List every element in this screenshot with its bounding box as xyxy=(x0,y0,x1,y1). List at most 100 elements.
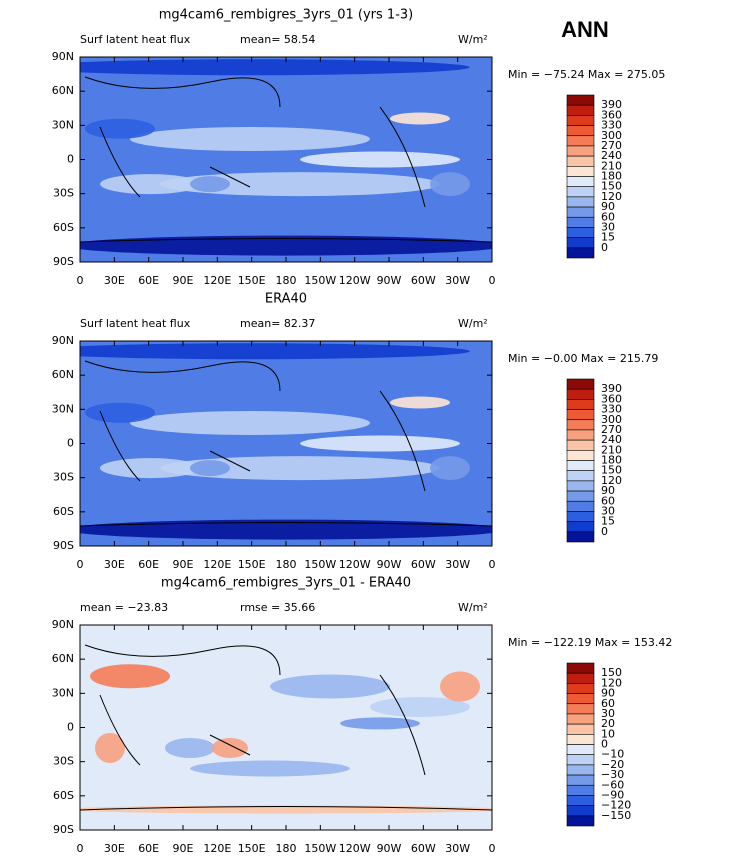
colorbar-label: 15 xyxy=(601,515,615,528)
colorbar-label: 30 xyxy=(601,220,615,233)
colorbar-swatch xyxy=(566,216,595,228)
lat-label: 0 xyxy=(67,437,74,450)
units: W/m² xyxy=(458,601,488,614)
map-region xyxy=(370,697,470,717)
lon-label: 0 xyxy=(489,842,496,855)
map-region xyxy=(90,664,170,689)
colorbar-swatch xyxy=(566,206,595,218)
units: W/m² xyxy=(458,317,488,330)
map-region xyxy=(165,738,215,758)
colorbar-label: 150 xyxy=(601,464,622,477)
lon-label: 120E xyxy=(203,274,231,287)
colorbar-label: 180 xyxy=(601,170,622,183)
map-region xyxy=(190,460,230,477)
colorbar-swatch xyxy=(566,227,595,238)
colorbar-swatch xyxy=(566,784,595,796)
lon-label: 90E xyxy=(173,558,194,571)
colorbar-label: 180 xyxy=(601,454,622,467)
lon-label: 60W xyxy=(411,274,436,287)
lon-label: 150W xyxy=(304,842,336,855)
lat-label: 30S xyxy=(53,755,74,768)
lat-label: 90S xyxy=(53,539,74,552)
colorbar-swatch xyxy=(566,450,595,461)
lon-label: 90W xyxy=(377,842,402,855)
lat-label: 60S xyxy=(53,789,74,802)
colorbar-swatch xyxy=(566,723,595,735)
center-label: rmse = 35.66 xyxy=(240,601,315,614)
colorbar-label: −150 xyxy=(601,809,631,822)
lat-label: 90S xyxy=(53,823,74,836)
colorbar-label: 390 xyxy=(601,98,622,111)
colorbar-label: −60 xyxy=(601,778,624,791)
colorbar-swatch xyxy=(566,734,595,745)
lat-label: 0 xyxy=(67,721,74,734)
colorbar-label: −120 xyxy=(601,799,631,812)
lon-label: 90W xyxy=(377,274,402,287)
panel-title: ERA40 xyxy=(265,292,307,307)
colorbar-swatch xyxy=(566,531,595,543)
lat-label: 90S xyxy=(53,255,74,268)
colorbar-label: 360 xyxy=(601,392,622,405)
colorbar-label: 0 xyxy=(601,241,608,254)
lon-label: 90E xyxy=(173,274,194,287)
lat-label: 60S xyxy=(53,505,74,518)
left-label: Surf latent heat flux xyxy=(80,317,191,330)
min-max: Min = −0.00 Max = 215.79 xyxy=(508,352,658,365)
colorbar-swatch xyxy=(566,511,595,522)
colorbar-label: 15 xyxy=(601,231,615,244)
lon-label: 120E xyxy=(203,558,231,571)
lon-label: 30E xyxy=(104,558,125,571)
lon-label: 180 xyxy=(276,274,297,287)
colorbar-swatch xyxy=(566,764,595,776)
map-region xyxy=(190,760,350,777)
colorbar-label: 0 xyxy=(601,525,608,538)
lon-label: 0 xyxy=(489,274,496,287)
colorbar-swatch xyxy=(566,247,595,259)
colorbar-swatch xyxy=(566,176,595,187)
colorbar-label: 150 xyxy=(601,666,622,679)
colorbar-swatch xyxy=(566,439,595,451)
colorbar-swatch xyxy=(566,399,595,410)
lon-label: 120W xyxy=(339,842,371,855)
lat-label: 60N xyxy=(52,652,74,665)
min-max: Min = −122.19 Max = 153.42 xyxy=(508,636,672,649)
map-region xyxy=(300,151,460,168)
center-label: mean= 82.37 xyxy=(240,317,315,330)
lon-label: 90E xyxy=(173,842,194,855)
map-region xyxy=(300,435,460,452)
colorbar-swatch xyxy=(566,388,595,400)
colorbar-label: 390 xyxy=(601,382,622,395)
lat-label: 60S xyxy=(53,221,74,234)
colorbar-swatch xyxy=(566,662,595,674)
colorbar-label: 60 xyxy=(601,697,615,710)
lon-label: 60E xyxy=(138,842,159,855)
lat-label: 90N xyxy=(52,334,74,347)
lon-label: 30E xyxy=(104,842,125,855)
map-region xyxy=(190,176,230,193)
colorbar-swatch xyxy=(566,490,595,502)
colorbar-swatch xyxy=(566,196,595,208)
lon-label: 60W xyxy=(411,842,436,855)
left-label: mean = −23.83 xyxy=(80,601,168,614)
map-region xyxy=(130,411,370,435)
coastline xyxy=(80,644,492,811)
colorbar-label: 90 xyxy=(601,200,615,213)
colorbar-swatch xyxy=(566,155,595,167)
map-region xyxy=(440,671,480,702)
lat-label: 30N xyxy=(52,402,74,415)
lon-label: 30E xyxy=(104,274,125,287)
map-region xyxy=(100,458,200,479)
map-region xyxy=(80,59,470,76)
lon-label: 30W xyxy=(445,842,470,855)
lon-label: 0 xyxy=(489,558,496,571)
lat-label: 90N xyxy=(52,618,74,631)
colorbar-swatch xyxy=(566,166,595,177)
coastline xyxy=(80,360,492,527)
map-region xyxy=(390,112,450,125)
map-region xyxy=(130,127,370,151)
colorbar-label: 330 xyxy=(601,403,622,416)
colorbar-swatch xyxy=(566,805,595,817)
colorbar-swatch xyxy=(566,135,595,147)
colorbar-label: 20 xyxy=(601,717,615,730)
